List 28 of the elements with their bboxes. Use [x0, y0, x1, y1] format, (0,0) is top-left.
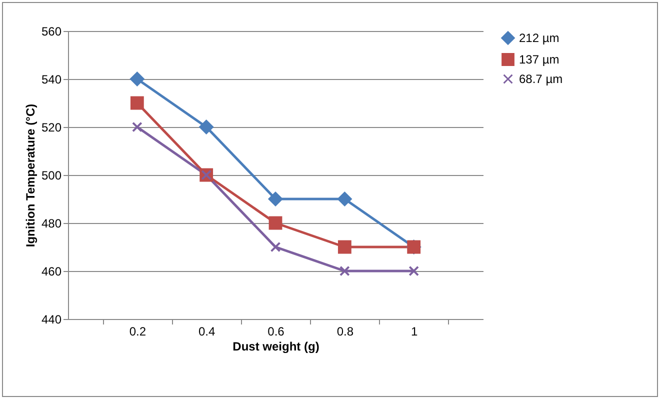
legend-label: 137 µm [519, 52, 560, 66]
y-tick-label: 500 [41, 168, 62, 182]
y-tick-label: 480 [41, 216, 62, 230]
point [132, 122, 142, 132]
point [268, 216, 282, 230]
point [338, 240, 352, 254]
point [130, 96, 144, 110]
x-axis-title: Dust weight (g) [232, 340, 320, 354]
legend-label: 212 µm [519, 31, 560, 45]
x-tick-label: 0.8 [336, 324, 354, 338]
point [408, 266, 420, 276]
point [339, 266, 350, 276]
x-tick-label: 0.6 [268, 324, 285, 338]
point [130, 72, 144, 86]
point [338, 192, 352, 206]
point [199, 120, 214, 134]
x-tick-label: 1 [410, 324, 418, 338]
y-axis-title: Ignition Temperature (°C) [23, 104, 38, 248]
y-tick-label: 540 [41, 72, 62, 86]
point [270, 242, 281, 252]
y-tick-label: 520 [41, 120, 62, 134]
y-tick-label: 440 [41, 312, 62, 326]
y-tick-label: 460 [41, 264, 62, 278]
legend-label: 68.7 µm [519, 72, 563, 86]
x-tick-label: 0.4 [198, 324, 216, 338]
y-tick-label: 560 [41, 24, 62, 38]
point [268, 192, 283, 206]
x-tick-label: 0.2 [129, 324, 146, 338]
